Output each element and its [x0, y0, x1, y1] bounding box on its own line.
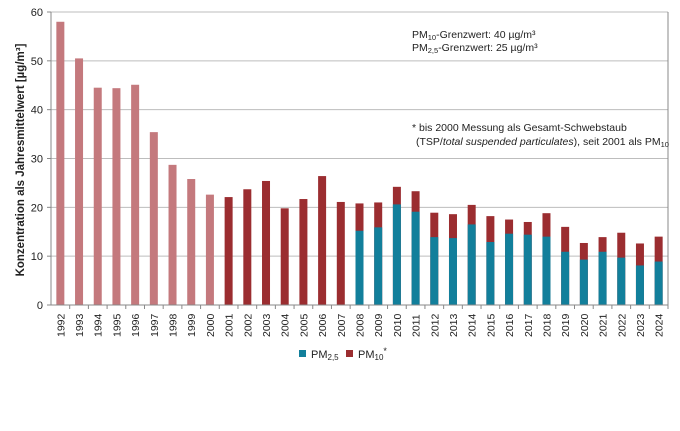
x-tick-label: 2013 [448, 313, 460, 337]
bar-pm25-2017 [523, 234, 532, 305]
x-tick-label: 2019 [560, 313, 572, 337]
bar-pm25-2012 [430, 237, 439, 305]
y-tick-label: 30 [31, 154, 43, 166]
bar-pm10-2000 [205, 194, 214, 305]
x-tick-label: 2018 [541, 313, 553, 337]
bar-pm10-2006 [318, 176, 327, 305]
x-tick-label: 1994 [93, 313, 105, 337]
bar-pm25-2018 [542, 236, 551, 305]
y-tick-label: 60 [31, 7, 43, 19]
legend-label-pm10: PM10* [358, 346, 387, 362]
bar-pm25-2010 [392, 204, 401, 305]
x-tick-label: 2008 [355, 313, 367, 337]
legend: PM2,5 PM10* [299, 346, 387, 362]
x-tick-label: 2014 [467, 313, 479, 337]
x-tick-label: 2000 [205, 313, 217, 337]
y-tick-label: 20 [31, 202, 43, 214]
x-tick-label: 1997 [149, 313, 161, 337]
y-tick-label: 10 [31, 251, 43, 263]
x-tick-label: 2022 [616, 313, 628, 337]
x-tick-label: 2020 [579, 313, 591, 337]
bar-pm10-1995 [112, 88, 121, 306]
bar-pm25-2022 [617, 257, 626, 305]
bar-pm10-1993 [75, 58, 84, 306]
note-line-2: (TSP/total suspended particulates), seit… [416, 136, 669, 149]
bar-pm10-1999 [187, 179, 196, 305]
x-tick-label: 2004 [280, 313, 292, 337]
x-tick-label: 2012 [429, 313, 441, 337]
bar-pm10-2003 [262, 180, 271, 305]
bar-pm25-2024 [654, 261, 663, 305]
bar-pm25-2015 [486, 242, 495, 305]
x-tick-label: 2021 [598, 313, 610, 337]
bar-pm10-2004 [280, 208, 289, 305]
bar-pm25-2013 [448, 238, 457, 305]
bar-pm10-2001 [224, 197, 233, 305]
bar-pm25-2020 [579, 259, 588, 305]
bar-pm10-1997 [149, 132, 158, 305]
y-tick-label: 40 [31, 105, 43, 117]
legend-label-pm25: PM2,5 [311, 349, 339, 362]
bar-pm25-2008 [355, 230, 364, 305]
limit-pm25-text: PM2,5-Grenzwert: 25 µg/m³ [412, 42, 538, 55]
bar-pm10-1996 [131, 84, 140, 306]
y-axis-title: Konzentration als Jahresmittelwert [µg/m… [15, 43, 27, 276]
bar-pm10-2007 [336, 201, 345, 305]
legend-swatch-pm25 [299, 350, 306, 357]
x-tick-label: 1999 [186, 313, 198, 337]
x-tick-label: 2003 [261, 313, 273, 337]
x-tick-label: 2010 [392, 313, 404, 337]
y-tick-label: 50 [31, 56, 43, 68]
x-tick-label: 1998 [168, 313, 180, 337]
x-tick-label: 2011 [411, 314, 423, 337]
x-tick-label: 1996 [130, 313, 142, 337]
x-tick-label: 1992 [55, 313, 67, 337]
x-tick-label: 2016 [504, 313, 516, 337]
axes: 0 10 20 30 40 50 60 1992 1993 1994 1995 1996 1997 199… [31, 7, 669, 337]
x-tick-label: 1995 [111, 313, 123, 337]
limit-pm10-text: PM10-Grenzwert: 40 µg/m³ [412, 29, 536, 42]
note-line-1: * bis 2000 Messung als Gesamt-Schwebstau… [412, 122, 627, 134]
x-tick-label: 2001 [224, 313, 236, 337]
bar-pm25-2009 [374, 227, 383, 305]
bars [56, 21, 663, 306]
bar-pm10-1998 [168, 164, 177, 305]
bar-pm10-1992 [56, 21, 65, 306]
bar-pm25-2016 [505, 233, 514, 305]
x-tick-label: 1993 [74, 313, 86, 337]
bar-pm25-2011 [411, 211, 420, 305]
x-tick-label: 2023 [635, 313, 647, 337]
x-tick-label: 2005 [298, 313, 310, 337]
x-tick-label: 2017 [523, 313, 535, 337]
bar-pm25-2019 [561, 251, 570, 305]
x-tick-label: 2007 [336, 313, 348, 337]
x-tick-label: 2006 [317, 313, 329, 337]
annotation-limits: PM10-Grenzwert: 40 µg/m³ PM2,5-Grenzwert… [412, 29, 538, 55]
x-tick-label: 2002 [242, 313, 254, 337]
bar-pm25-2023 [635, 265, 644, 305]
annotation-note: * bis 2000 Messung als Gesamt-Schwebstau… [412, 122, 669, 149]
bar-pm10-2002 [243, 189, 252, 305]
bar-pm10-1994 [93, 87, 102, 305]
x-tick-label: 2015 [485, 313, 497, 337]
legend-swatch-pm10 [346, 350, 353, 357]
bar-pm10-2005 [299, 199, 308, 305]
x-tick-label: 2024 [654, 313, 666, 337]
x-tick-label: 2009 [373, 313, 385, 337]
bar-pm25-2014 [467, 224, 476, 305]
y-tick-label: 0 [37, 300, 43, 312]
bar-pm25-2021 [598, 251, 607, 305]
